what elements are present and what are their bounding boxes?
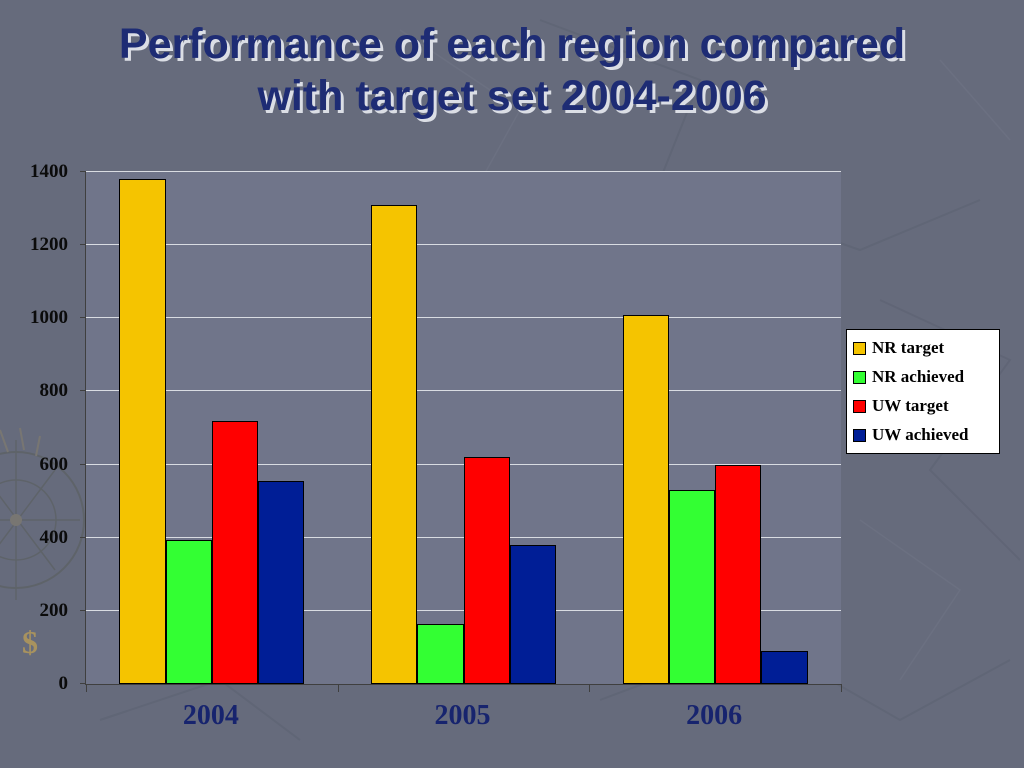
bar-group — [589, 172, 841, 684]
legend-swatch — [853, 341, 866, 355]
x-boundary-tick — [337, 684, 339, 692]
legend-swatch — [853, 428, 866, 442]
legend-label: UW target — [872, 396, 949, 415]
y-tick-label: 1200 — [30, 234, 68, 256]
legend-swatch — [853, 399, 866, 413]
title-line-1: Performance of each region compared — [118, 20, 906, 68]
gridline — [86, 244, 841, 246]
y-tick-mark — [80, 683, 86, 684]
legend-label: NR target — [872, 338, 945, 357]
bar-nr-target — [622, 314, 669, 684]
y-tick-label: 0 — [58, 673, 69, 694]
y-tick-label: 600 — [39, 453, 69, 475]
bar-uw-target — [463, 457, 510, 684]
legend-item: UW target — [853, 396, 993, 416]
bar-uw-achieved — [761, 651, 808, 684]
legend-label: UW achieved — [872, 425, 969, 444]
bar-uw-achieved — [258, 481, 305, 684]
y-tick-label: 200 — [39, 599, 69, 621]
gridline — [86, 317, 841, 319]
y-tick-mark — [80, 463, 86, 465]
y-tick-mark — [80, 171, 86, 172]
y-tick-mark — [80, 317, 86, 319]
y-tick-mark — [80, 536, 86, 538]
legend-item: NR achieved — [853, 367, 993, 387]
y-tick-label: 1000 — [30, 307, 68, 329]
gridline — [86, 171, 841, 172]
gridline — [86, 390, 841, 392]
legend-item: NR target — [853, 338, 993, 358]
bar-group — [338, 172, 590, 684]
bar-group — [86, 172, 338, 684]
bar-uw-target — [715, 464, 762, 684]
legend: NR target NR achieved UW target UW achieved — [846, 329, 1000, 454]
title-line-2: with target set 2004-2006 — [257, 72, 767, 121]
category-label: 2005 — [434, 700, 491, 731]
legend-swatch — [853, 370, 866, 384]
y-tick-label: 400 — [39, 526, 69, 548]
y-tick-mark — [80, 390, 86, 392]
y-axis: 0 200 400 600 800 1000 1200 1400 — [0, 161, 78, 694]
y-tick-label: 800 — [39, 380, 69, 402]
legend-label: NR achieved — [872, 367, 965, 386]
slide-title: Performance of each region compared with… — [0, 18, 1024, 123]
bar-nr-achieved — [165, 539, 212, 684]
x-boundary-tick — [86, 684, 87, 692]
bar-nr-target — [370, 204, 418, 684]
bar-nr-target — [119, 179, 166, 684]
legend-item: UW achieved — [853, 425, 993, 445]
y-tick-mark — [80, 244, 86, 246]
bar-nr-achieved — [417, 623, 464, 684]
bar-uw-target — [211, 420, 259, 684]
x-boundary-tick — [589, 684, 591, 692]
bar-nr-achieved — [668, 490, 716, 684]
bar-uw-achieved — [509, 545, 557, 684]
category-label: 2004 — [182, 700, 239, 731]
category-label: 2006 — [686, 700, 743, 731]
plot-area — [80, 171, 842, 692]
dollar-watermark: $ — [22, 624, 38, 660]
x-axis-labels: 2004 2005 2006 — [85, 700, 840, 732]
x-boundary-tick — [841, 684, 842, 692]
y-tick-label: 1400 — [30, 161, 68, 182]
y-tick-mark — [80, 609, 86, 611]
